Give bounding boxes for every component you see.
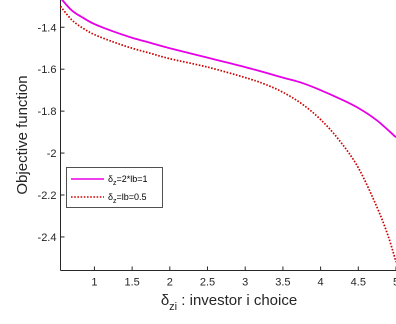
legend-rest-series-2: =lb=0.5: [117, 192, 147, 202]
y-ticks: -1.4 -1.6 -1.8 -2 -2.2 -2.4: [38, 22, 65, 244]
y-tick-label: -2.4: [38, 232, 57, 244]
legend-rest-series-1: =2*lb=1: [117, 174, 148, 184]
legend-symbol-series-2: δ: [108, 192, 113, 202]
x-tick-label: 5: [393, 277, 396, 289]
x-tick-label: 4: [318, 277, 324, 289]
legend-label-series-2: δz=lb=0.5: [108, 192, 147, 205]
x-tick-label: 2: [167, 277, 173, 289]
y-tick-label: -1.4: [38, 22, 57, 34]
x-tick-label: 1: [91, 277, 97, 289]
x-tick-label: 3: [242, 277, 248, 289]
y-tick-label: -2.2: [38, 190, 57, 202]
series-line-2: [60, 5, 396, 263]
legend-label-series-1: δz=2*lb=1: [108, 174, 148, 187]
x-axis-label-subscript: zi: [169, 301, 177, 313]
y-tick-label: -1.6: [38, 64, 57, 76]
y-axis-label: Objective function: [14, 75, 31, 194]
legend-subscript-series-1: z: [113, 180, 117, 187]
x-tick-label: 1.5: [124, 277, 139, 289]
x-tick-label: 2.5: [200, 277, 215, 289]
x-tick-label: 3.5: [275, 277, 290, 289]
y-tick-label: -1.8: [38, 106, 57, 118]
x-tick-label: 4.5: [351, 277, 366, 289]
x-axis-label: δzi : investor i choice: [161, 292, 297, 313]
legend: δz=2*lb=1 δz=lb=0.5: [66, 167, 163, 208]
legend-box: [66, 167, 163, 208]
legend-subscript-series-2: z: [113, 198, 117, 205]
plot-area: [60, 0, 396, 270]
series-group: [60, 0, 396, 263]
x-axis-label-symbol: δ: [161, 292, 169, 309]
x-ticks: 1 1.5 2 2.5 3 3.5 4 4.5 5: [91, 266, 396, 289]
y-tick-label: -2: [47, 148, 57, 160]
x-axis-label-text: : investor i choice: [177, 292, 297, 309]
series-line-1: [61, 0, 396, 139]
legend-symbol-series-1: δ: [108, 174, 113, 184]
